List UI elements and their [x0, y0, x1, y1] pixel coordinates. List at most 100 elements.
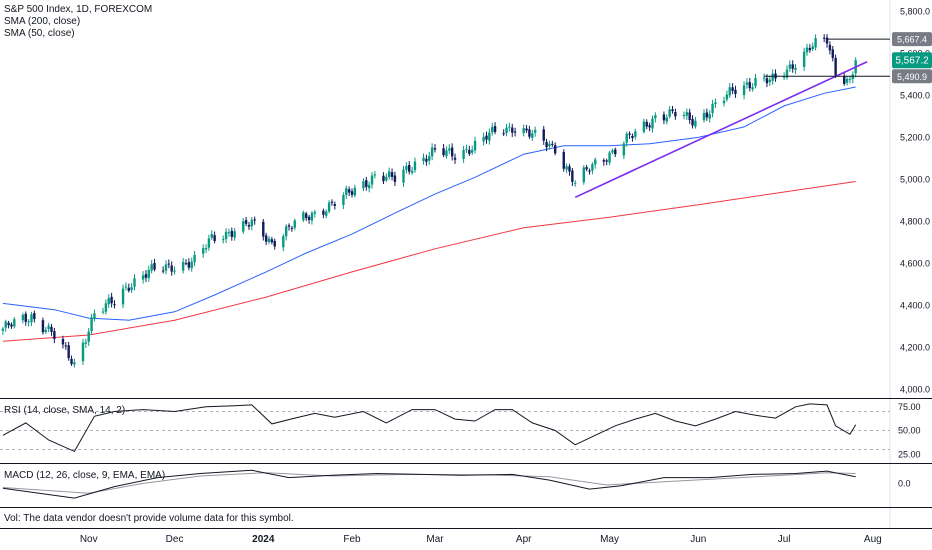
- candle-body: [121, 288, 125, 305]
- price-tick-label: 4,000.0: [900, 385, 930, 395]
- candle-body: [782, 76, 786, 78]
- candle-body: [722, 100, 726, 104]
- candle-body: [731, 87, 734, 91]
- candle-body: [505, 127, 508, 133]
- candle: [113, 300, 116, 309]
- candle-body: [373, 174, 377, 176]
- candle-body: [327, 202, 331, 212]
- candle: [585, 164, 588, 172]
- candle: [147, 265, 151, 282]
- candle-body: [533, 129, 537, 133]
- macd-tick-label: 0.0: [898, 478, 911, 488]
- candle-body: [648, 125, 651, 128]
- candle: [187, 258, 191, 271]
- candle: [845, 75, 849, 86]
- candle-body: [802, 51, 806, 67]
- candle: [848, 75, 852, 84]
- candle: [668, 106, 671, 119]
- level-label-bg: [892, 32, 932, 47]
- time-tick-label: Nov: [80, 534, 98, 545]
- price-tick-label: 4,600.0: [900, 258, 930, 268]
- candle: [722, 96, 726, 107]
- candle: [90, 313, 93, 335]
- last-price-label: 5,567.2: [895, 56, 929, 67]
- candle-body: [293, 220, 296, 228]
- candle: [802, 47, 806, 71]
- candle-body: [41, 320, 45, 333]
- candle: [533, 126, 537, 137]
- candle-body: [422, 157, 425, 162]
- time-tick-label: Feb: [343, 534, 361, 545]
- candle-body: [602, 160, 606, 162]
- candle: [594, 157, 597, 169]
- candle: [141, 271, 145, 284]
- candle-body: [551, 143, 554, 145]
- candle: [691, 115, 694, 129]
- candle: [493, 122, 497, 135]
- candle: [574, 180, 577, 187]
- candle: [164, 260, 168, 275]
- candle-body: [413, 161, 417, 171]
- candle-body: [725, 94, 729, 100]
- candle: [685, 108, 689, 120]
- candle: [153, 258, 156, 272]
- time-tick-label: May: [600, 534, 619, 545]
- candle-body: [622, 143, 626, 156]
- candle: [528, 125, 531, 139]
- candle-body: [605, 160, 608, 162]
- candle: [50, 323, 53, 336]
- candle: [805, 43, 809, 56]
- candle: [385, 173, 388, 182]
- candle: [53, 327, 56, 344]
- candle-body: [751, 87, 754, 90]
- candle-body: [711, 103, 714, 114]
- candle-body: [574, 182, 577, 184]
- candle-body: [147, 269, 151, 279]
- candle-body: [825, 37, 829, 44]
- candle: [61, 335, 65, 349]
- candle: [150, 260, 153, 274]
- candle: [413, 157, 417, 173]
- candle-body: [805, 47, 809, 53]
- candle: [287, 223, 291, 231]
- price-tick-label: 4,800.0: [900, 216, 930, 226]
- candle: [768, 75, 772, 87]
- candle-body: [442, 148, 445, 156]
- level-label: 5,490.9: [897, 72, 927, 82]
- candle-body: [748, 82, 751, 89]
- candle-body: [762, 77, 766, 79]
- candle: [307, 215, 311, 224]
- candle-body: [61, 338, 65, 345]
- candle-body: [305, 213, 308, 218]
- level-label: 5,667.4: [897, 35, 927, 45]
- candle: [130, 283, 133, 293]
- candle: [433, 144, 437, 153]
- candle-body: [525, 128, 528, 131]
- candle-body: [233, 231, 236, 238]
- candle: [293, 218, 296, 231]
- candle: [453, 153, 457, 164]
- candle: [1, 326, 5, 335]
- candle: [645, 119, 648, 130]
- candle-body: [290, 227, 294, 229]
- candle: [27, 319, 30, 327]
- candle: [267, 235, 271, 245]
- candle: [333, 201, 337, 210]
- candle-body: [754, 78, 757, 87]
- candle-body: [765, 78, 769, 84]
- candle: [748, 77, 751, 92]
- candle: [622, 141, 626, 160]
- price-tick-label: 5,000.0: [900, 174, 930, 184]
- candle-body: [353, 187, 357, 196]
- candle: [408, 161, 411, 175]
- sma200-legend: SMA (200, close): [4, 16, 81, 27]
- candle: [305, 211, 308, 222]
- candle-body: [210, 233, 213, 238]
- candle-body: [81, 342, 85, 362]
- candle: [834, 54, 837, 79]
- candle: [448, 144, 451, 154]
- candle: [828, 41, 832, 55]
- candle: [771, 69, 774, 85]
- candle: [628, 131, 631, 140]
